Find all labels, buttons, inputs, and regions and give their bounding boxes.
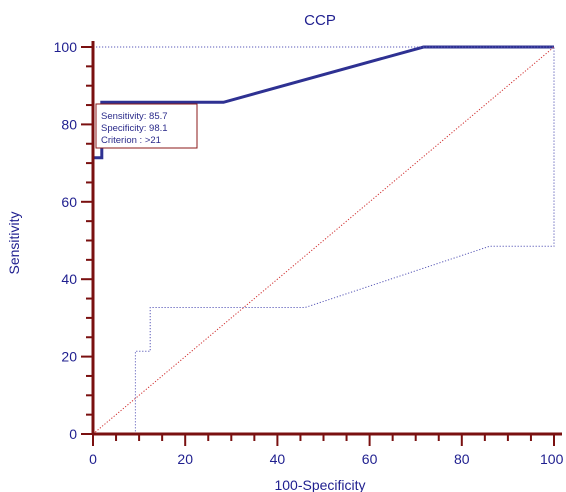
- y-axis-label: Sensitivity: [6, 211, 22, 274]
- annotation-sensitivity: Sensitivity: 85.7: [101, 111, 168, 122]
- x-tick-label: 40: [270, 451, 286, 467]
- annotation-criterion: Criterion : >21: [101, 135, 161, 146]
- axes: 0 20 40 60 80 100 0 20 40 60 80 100: [54, 39, 564, 467]
- chart-title: CCP: [304, 12, 336, 29]
- y-tick-label: 60: [61, 194, 77, 210]
- y-tick-label: 20: [61, 349, 77, 365]
- criterion-annotation: Sensitivity: 85.7 Specificity: 98.1 Crit…: [95, 103, 198, 149]
- y-tick-label: 80: [61, 116, 77, 132]
- y-tick-label: 40: [61, 271, 77, 287]
- y-tick-label: 100: [54, 39, 78, 55]
- x-tick-label: 20: [177, 451, 193, 467]
- series-reference-diagonal: [92, 46, 555, 435]
- y-tick-label: 0: [69, 426, 77, 442]
- x-tick-label: 0: [89, 451, 97, 467]
- x-tick-label: 80: [454, 451, 470, 467]
- annotation-border: [95, 103, 198, 149]
- x-axis-label: 100-Specificity: [274, 477, 365, 492]
- annotation-specificity: Specificity: 98.1: [101, 123, 168, 134]
- series-lower-confidence-bound: [93, 47, 555, 435]
- x-tick-label: 60: [362, 451, 378, 467]
- x-tick-label: 100: [540, 451, 564, 467]
